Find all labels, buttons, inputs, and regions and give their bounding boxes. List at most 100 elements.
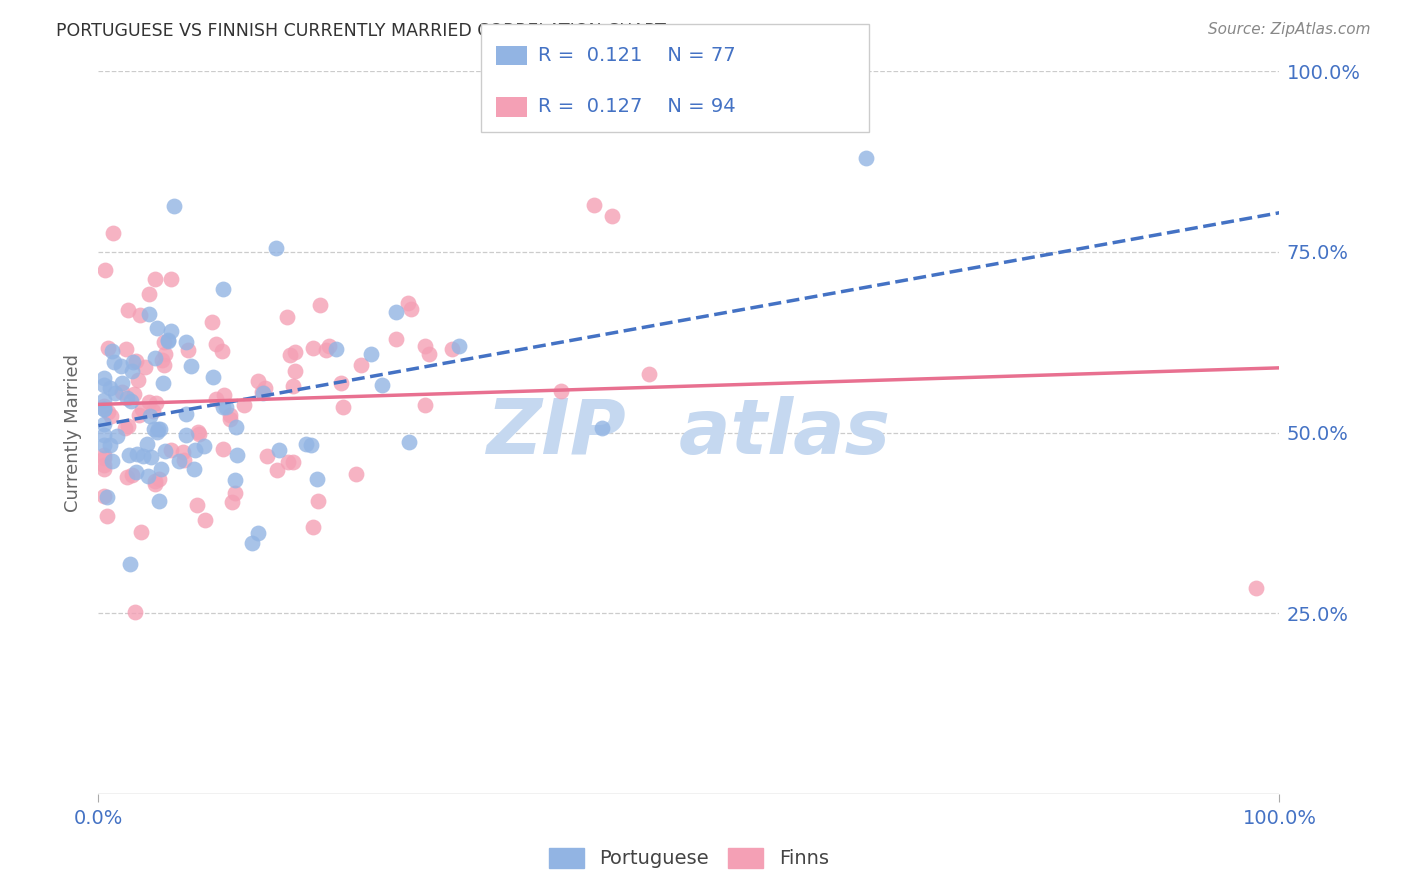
- Point: [344, 467, 367, 482]
- Text: PORTUGUESE VS FINNISH CURRENTLY MARRIED CORRELATION CHART: PORTUGUESE VS FINNISH CURRENTLY MARRIED …: [56, 22, 666, 40]
- Point: [104, 386, 127, 401]
- Point: [278, 348, 301, 362]
- Point: [118, 448, 141, 462]
- Point: [120, 394, 142, 409]
- Point: [305, 472, 328, 486]
- Point: [232, 398, 254, 412]
- Point: [97, 405, 120, 419]
- Point: [247, 375, 270, 389]
- Point: [211, 343, 233, 358]
- Point: [384, 332, 406, 346]
- Point: [110, 359, 132, 373]
- Point: [117, 303, 139, 318]
- Point: [254, 381, 277, 395]
- Point: [284, 364, 307, 378]
- Point: [396, 295, 419, 310]
- Point: [449, 339, 471, 353]
- Point: [224, 486, 246, 500]
- Point: [131, 401, 153, 416]
- Point: [440, 342, 463, 356]
- Point: [176, 343, 198, 358]
- Point: [117, 391, 139, 405]
- Point: [93, 427, 115, 442]
- Point: [93, 399, 115, 413]
- Point: [247, 526, 270, 541]
- Text: Source: ZipAtlas.com: Source: ZipAtlas.com: [1208, 22, 1371, 37]
- Text: ZIP  atlas: ZIP atlas: [486, 396, 891, 469]
- Point: [105, 429, 128, 443]
- Point: [142, 404, 165, 418]
- Point: [218, 409, 240, 423]
- Point: [93, 458, 115, 472]
- Point: [302, 520, 325, 534]
- Point: [215, 400, 238, 414]
- Point: [125, 447, 148, 461]
- Point: [93, 378, 115, 392]
- Point: [183, 461, 205, 475]
- Point: [221, 495, 243, 509]
- Point: [294, 436, 316, 450]
- Point: [188, 427, 211, 442]
- Point: [143, 351, 166, 365]
- Point: [139, 409, 162, 423]
- Text: R =  0.121    N = 77: R = 0.121 N = 77: [538, 46, 737, 65]
- Point: [211, 442, 233, 456]
- Point: [155, 346, 177, 360]
- Point: [153, 358, 176, 372]
- Point: [98, 381, 121, 395]
- Point: [201, 315, 224, 329]
- Point: [97, 341, 120, 355]
- Point: [176, 334, 198, 349]
- Point: [160, 443, 183, 458]
- Point: [398, 434, 420, 449]
- Point: [159, 325, 181, 339]
- Point: [638, 367, 661, 381]
- Point: [160, 272, 183, 286]
- Point: [218, 412, 240, 426]
- Point: [118, 557, 141, 571]
- Point: [127, 373, 149, 387]
- Point: [129, 525, 152, 540]
- Point: [145, 395, 167, 409]
- Point: [186, 498, 208, 512]
- Point: [128, 408, 150, 422]
- Point: [138, 395, 160, 409]
- Point: [204, 337, 226, 351]
- Point: [201, 370, 224, 384]
- Point: [204, 392, 226, 406]
- Point: [252, 386, 274, 401]
- Point: [284, 345, 307, 359]
- Point: [418, 347, 440, 361]
- Point: [124, 605, 146, 619]
- Point: [93, 489, 115, 503]
- Point: [413, 398, 436, 412]
- Point: [360, 347, 382, 361]
- Point: [125, 354, 148, 368]
- Point: [413, 339, 436, 353]
- Point: [184, 443, 207, 458]
- Point: [281, 455, 304, 469]
- Point: [600, 209, 623, 223]
- Point: [176, 427, 198, 442]
- Point: [143, 272, 166, 286]
- Point: [143, 476, 166, 491]
- Point: [98, 438, 121, 452]
- Point: [93, 438, 115, 452]
- Point: [131, 449, 153, 463]
- Point: [139, 450, 162, 464]
- Point: [399, 302, 422, 317]
- Point: [299, 437, 322, 451]
- Point: [583, 198, 606, 212]
- Point: [152, 376, 174, 390]
- Point: [146, 422, 169, 436]
- Point: [93, 370, 115, 384]
- Point: [122, 387, 145, 401]
- Point: [93, 402, 115, 417]
- Point: [134, 360, 156, 375]
- Point: [103, 355, 125, 369]
- Point: [349, 358, 371, 372]
- Point: [240, 536, 263, 550]
- Point: [96, 490, 118, 504]
- Point: [269, 443, 291, 458]
- Point: [163, 199, 186, 213]
